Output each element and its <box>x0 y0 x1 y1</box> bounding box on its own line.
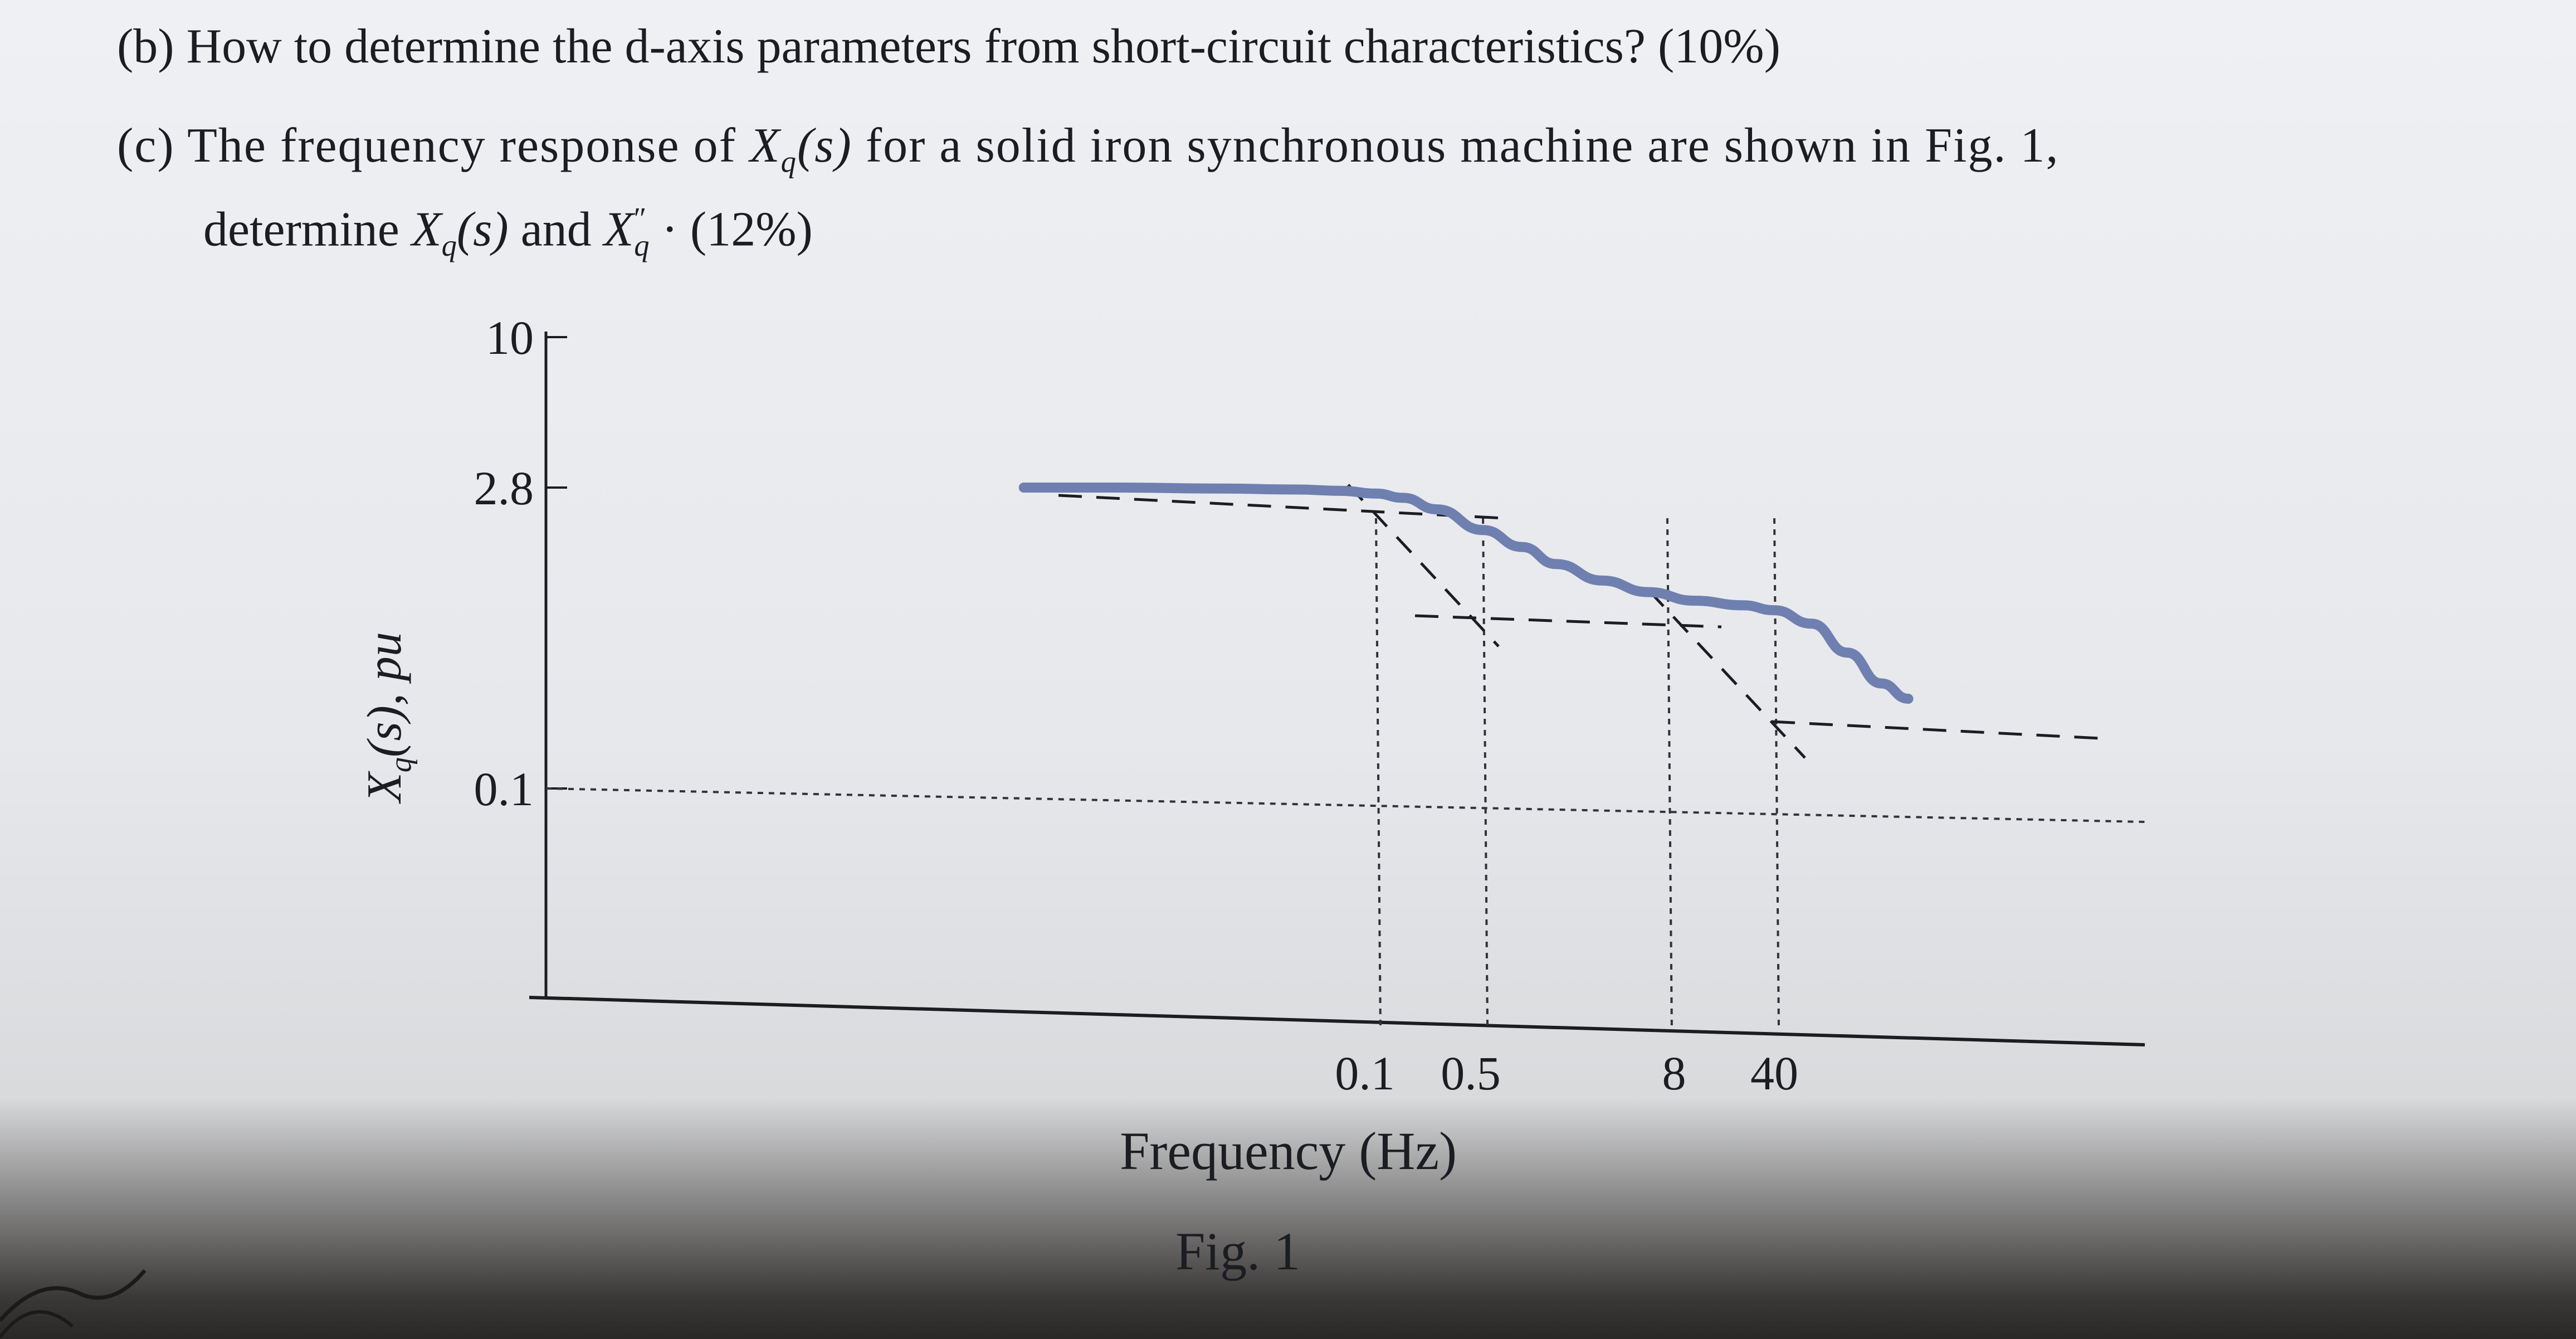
y-tick-label: 2.8 <box>474 461 534 515</box>
symbol-x: X <box>603 202 634 257</box>
symbol-double-prime: ″ <box>633 201 647 235</box>
question-b-text: (b) How to determine the d-axis paramete… <box>117 20 1780 74</box>
y-level-guide-line <box>545 787 2145 823</box>
symbol-q-subscript: q <box>780 144 797 179</box>
x-tick-label: 0.1 <box>1335 1046 1395 1100</box>
chart-guides <box>545 484 2145 1031</box>
slope-line <box>1347 484 1500 647</box>
x-axis-label: Frequency (Hz) <box>1120 1121 1457 1181</box>
question-c-middle: for a solid iron synchronous machine are… <box>865 119 2060 173</box>
breakpoint-guide-line <box>1773 518 1780 1031</box>
question-b: (b) How to determine the d-axis paramete… <box>117 22 1780 71</box>
x-axis-line <box>529 996 2145 1046</box>
y-axis-label: Xq(s), pu <box>358 632 418 802</box>
symbol-x: X <box>749 119 781 173</box>
symbol-q-subscript: q <box>441 228 457 262</box>
slope-line <box>1648 590 1806 759</box>
x-tick-label: 40 <box>1750 1046 1798 1100</box>
breakpoint-guide-line <box>1482 518 1489 1031</box>
question-c-prefix: (c) The frequency response of <box>117 119 736 173</box>
x-tick-label: 0.5 <box>1441 1046 1501 1100</box>
question-c-and: and <box>520 202 592 257</box>
breakpoint-guide-line <box>1375 518 1382 1031</box>
chart-axes <box>529 332 2145 1046</box>
pen-mark <box>0 1269 147 1338</box>
symbol-x: X <box>411 202 442 257</box>
question-c-line1: (c) The frequency response of Xq(s) for … <box>117 121 2059 177</box>
x-tick-label: 8 <box>1662 1046 1686 1100</box>
symbol-s: (s) <box>797 119 852 173</box>
y-tick-label: 10 <box>486 311 534 364</box>
figure-caption: Fig. 1 <box>1175 1221 1301 1281</box>
asymptote-line <box>1414 614 1722 629</box>
symbol-q-subscript: q <box>634 228 650 262</box>
question-c-line2-suffix: · (12%) <box>661 202 813 257</box>
y-tick-label: 0.1 <box>474 762 534 816</box>
question-c-line2-prefix: determine <box>203 202 399 257</box>
series-line <box>1018 482 1914 704</box>
asymptote-line <box>1771 720 2101 740</box>
chart-ticks: 10 2.8 0.1 0.1 0.5 8 40 <box>474 311 1799 1100</box>
question-c-line2: determine Xq(s) and X″q · (12%) <box>203 203 813 261</box>
symbol-s: (s) <box>456 202 509 257</box>
chart-series <box>1018 482 1914 704</box>
breakpoint-guide-line <box>1666 518 1673 1031</box>
